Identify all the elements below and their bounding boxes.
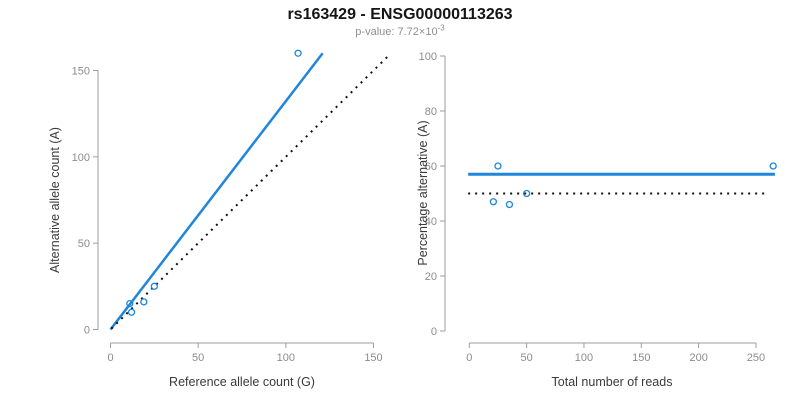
data-point xyxy=(505,200,514,209)
x-tick-label: 250 xyxy=(747,352,765,364)
x-tick-label: 0 xyxy=(107,352,113,364)
y-tick-label: 0 xyxy=(431,326,437,338)
data-point xyxy=(150,282,158,290)
fit-line xyxy=(109,52,324,331)
y-tick-label: 100 xyxy=(419,51,437,63)
data-point xyxy=(522,189,531,198)
y-tick-label: 40 xyxy=(425,216,437,228)
y-axis-title: Percentage alternative (A) xyxy=(416,120,430,265)
y-tick-label: 100 xyxy=(72,152,90,164)
right-plot: 0 20 40 60 80 100 0 50 100 150 200 250 Total number … xyxy=(416,51,777,389)
x-tick-label: 50 xyxy=(192,352,204,364)
x-tick-label: 200 xyxy=(689,352,707,364)
y-tick-label: 20 xyxy=(425,271,437,283)
x-tick-label: 0 xyxy=(466,352,472,364)
data-point xyxy=(494,162,502,170)
x-tick-label: 150 xyxy=(632,352,650,364)
y-tick-label: 80 xyxy=(425,106,437,118)
x-tick-label: 100 xyxy=(277,352,295,364)
subtitle-pvalue-text: p-value: 7.72×10 xyxy=(355,26,438,38)
figure-subtitle: p-value: 7.72×10-3 xyxy=(0,23,800,38)
y-tick-label: 50 xyxy=(78,238,90,250)
x-tick-label: 50 xyxy=(521,352,533,364)
y-axis-title: Alternative allele count (A) xyxy=(48,127,62,273)
figure-title: rs163429 - ENSG00000113263 xyxy=(287,6,513,23)
data-point xyxy=(769,162,777,170)
data-point xyxy=(294,49,302,57)
identity-line xyxy=(110,55,390,330)
x-axis-title: Reference allele count (G) xyxy=(169,375,315,389)
data-point xyxy=(489,198,498,206)
x-tick-label: 150 xyxy=(364,352,382,364)
subtitle-pvalue-exponent: -3 xyxy=(437,23,445,33)
left-plot: 0 50 100 150 0 50 100 150 Reference allele count… xyxy=(48,49,390,389)
y-tick-label: 150 xyxy=(72,65,90,77)
x-axis-title: Total number of reads xyxy=(552,375,673,389)
x-tick-label: 100 xyxy=(575,352,593,364)
data-point xyxy=(126,299,134,308)
data-point xyxy=(140,298,148,306)
data-point xyxy=(127,308,136,316)
y-tick-label: 0 xyxy=(84,325,90,337)
y-tick-label: 60 xyxy=(425,161,437,173)
